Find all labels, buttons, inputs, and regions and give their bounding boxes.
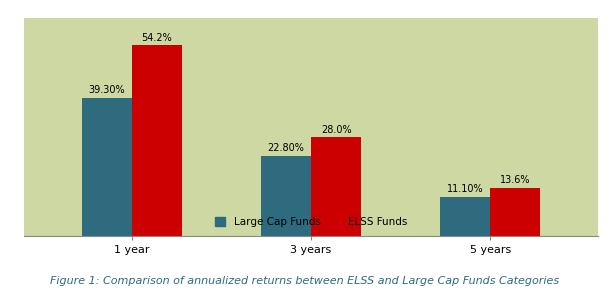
Text: 39.30%: 39.30% [88,85,125,95]
Bar [82,98,132,236]
Text: 54.2%: 54.2% [142,33,173,43]
Text: 13.6%: 13.6% [500,175,531,185]
Bar [261,156,311,236]
Text: 28.0%: 28.0% [321,124,351,135]
Text: Figure 1: Comparison of annualized returns between ELSS and Large Cap Funds Cate: Figure 1: Comparison of annualized retur… [51,276,559,286]
Text: 11.10%: 11.10% [447,184,484,194]
Bar [490,188,540,236]
Bar [132,46,182,236]
Bar [440,197,490,236]
Bar [311,137,361,236]
Text: 22.80%: 22.80% [268,143,304,153]
Legend: Large Cap Funds, ELSS Funds: Large Cap Funds, ELSS Funds [212,214,411,230]
